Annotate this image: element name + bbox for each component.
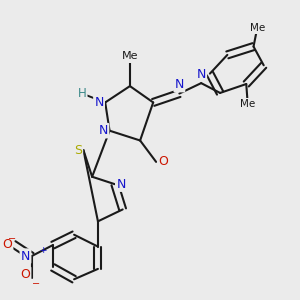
Text: H: H xyxy=(78,87,86,100)
Text: −: − xyxy=(32,279,40,289)
Text: −: − xyxy=(8,234,16,244)
Text: +: + xyxy=(39,246,46,255)
Text: N: N xyxy=(94,96,104,109)
Text: S: S xyxy=(74,143,82,157)
Text: Me: Me xyxy=(250,22,265,32)
Text: N: N xyxy=(196,68,206,81)
Text: N: N xyxy=(175,78,184,91)
Text: Me: Me xyxy=(122,51,138,62)
Text: N: N xyxy=(116,178,126,191)
Text: N: N xyxy=(99,124,108,137)
Text: Me: Me xyxy=(240,99,255,109)
Text: O: O xyxy=(2,238,12,251)
Text: O: O xyxy=(20,268,30,281)
Text: O: O xyxy=(158,155,168,168)
Text: N: N xyxy=(21,250,30,262)
